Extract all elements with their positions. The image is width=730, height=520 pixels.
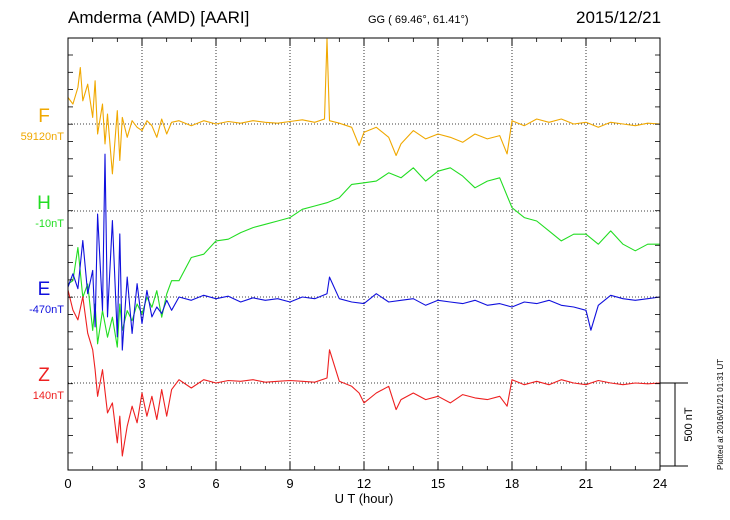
trace-z	[67, 289, 661, 457]
x-tick-label: 24	[653, 476, 667, 491]
trace-e	[67, 153, 661, 351]
x-tick-label: 3	[138, 476, 145, 491]
scale-bar: 500 nT	[660, 382, 695, 467]
axis-ticks: 0 3 6 9 12 15 18 21 24 U T (hour)	[64, 38, 667, 506]
trace-f	[67, 38, 661, 175]
x-tick-label: 9	[286, 476, 293, 491]
coordinates-label: GG ( 69.46°, 61.41°)	[368, 14, 469, 26]
x-tick-label: 15	[431, 476, 445, 491]
x-axis-label: U T (hour)	[335, 491, 394, 506]
x-tick-label: 18	[505, 476, 519, 491]
baseline-label-h: -10nT	[35, 218, 64, 230]
series-name-e: E	[38, 279, 51, 300]
series-name-z: Z	[38, 365, 50, 386]
baseline-label-z: 140nT	[33, 390, 64, 402]
date-label: 2015/12/21	[576, 8, 662, 27]
x-tick-label: 6	[212, 476, 219, 491]
station-title: Amderma (AMD) [AARI]	[68, 8, 250, 27]
series-name-h: H	[37, 193, 51, 214]
scale-bar-label: 500 nT	[683, 407, 695, 442]
plotted-timestamp: Plotted at 2016/01/21 01:31 UT	[716, 358, 725, 470]
x-tick-label: 0	[64, 476, 71, 491]
data-traces: F 59120nT H -10nT E -470nT Z 140nT	[21, 38, 661, 457]
x-tick-label: 21	[579, 476, 593, 491]
x-tick-label: 12	[357, 476, 371, 491]
trace-h	[67, 167, 660, 348]
grid	[68, 38, 660, 470]
series-name-f: F	[38, 106, 50, 127]
baseline-label-e: -470nT	[29, 304, 64, 316]
baseline-label-f: 59120nT	[21, 131, 65, 143]
